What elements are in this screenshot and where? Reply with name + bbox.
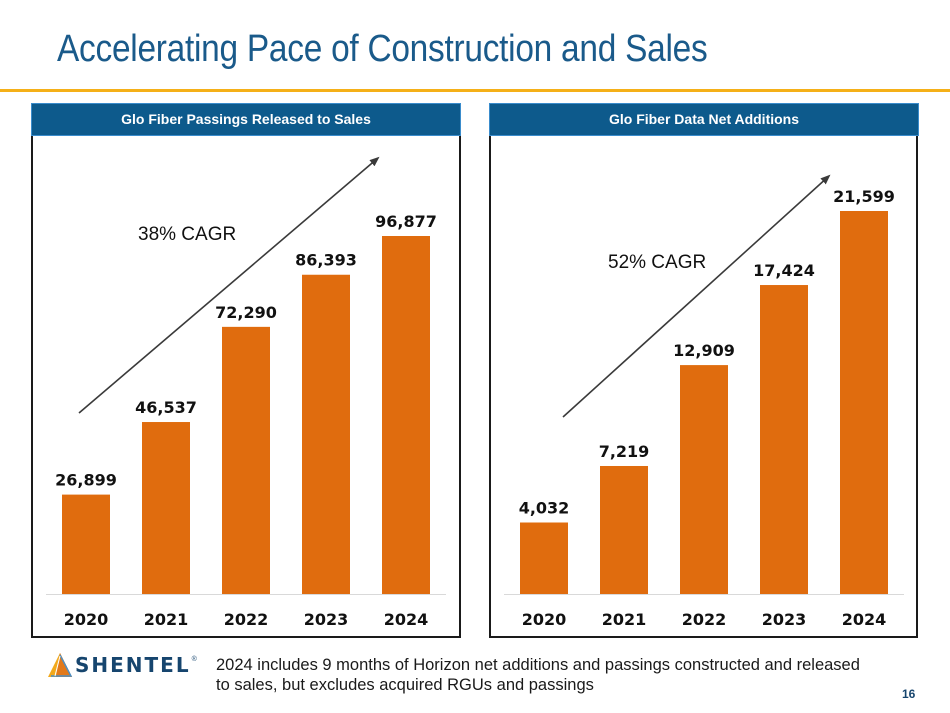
data-label-2022: 12,909 bbox=[673, 341, 735, 360]
data-label-2022: 72,290 bbox=[215, 303, 277, 322]
data-label-2021: 46,537 bbox=[135, 398, 197, 417]
cagr-annotation: 38% CAGR bbox=[138, 224, 236, 245]
cagr-annotation: 52% CAGR bbox=[608, 252, 706, 273]
x-tick-label-2020: 2020 bbox=[64, 610, 109, 629]
footnote: 2024 includes 9 months of Horizon net ad… bbox=[216, 656, 860, 694]
data-label-2020: 4,032 bbox=[519, 499, 570, 518]
x-tick-label-2020: 2020 bbox=[522, 610, 567, 629]
title-divider bbox=[0, 89, 950, 92]
bar-2024 bbox=[382, 236, 430, 594]
x-tick-label-2024: 2024 bbox=[842, 610, 887, 629]
bar-2024 bbox=[840, 211, 888, 594]
logo-registered-mark: ® bbox=[191, 655, 197, 663]
x-tick-label-2022: 2022 bbox=[224, 610, 269, 629]
x-tick-label-2021: 2021 bbox=[602, 610, 647, 629]
x-tick-label-2021: 2021 bbox=[144, 610, 189, 629]
bar-2021 bbox=[142, 422, 190, 594]
bar-2020 bbox=[62, 494, 110, 594]
left-chart-frame bbox=[31, 136, 461, 638]
cagr-trend-arrow bbox=[78, 156, 380, 414]
data-label-2023: 86,393 bbox=[295, 251, 357, 270]
bar-2023 bbox=[760, 285, 808, 594]
bar-2022 bbox=[222, 326, 270, 594]
bar-2021 bbox=[600, 465, 648, 594]
page-title: Accelerating Pace of Construction and Sa… bbox=[57, 28, 708, 70]
data-label-2020: 26,899 bbox=[55, 471, 117, 490]
data-label-2023: 17,424 bbox=[753, 261, 815, 280]
x-tick-label-2022: 2022 bbox=[682, 610, 727, 629]
shentel-triangle-icon bbox=[48, 653, 73, 677]
right-chart-frame bbox=[489, 136, 918, 638]
right-chart-header: Glo Fiber Data Net Additions bbox=[489, 103, 919, 136]
x-tick-label-2023: 2023 bbox=[304, 610, 349, 629]
x-tick-label-2024: 2024 bbox=[384, 610, 429, 629]
bar-2023 bbox=[302, 274, 350, 594]
data-label-2024: 96,877 bbox=[375, 212, 437, 231]
data-label-2024: 21,599 bbox=[833, 187, 895, 206]
cagr-trend-arrow bbox=[562, 174, 831, 418]
bar-2020 bbox=[520, 522, 568, 594]
logo-wordmark: SHENTEL bbox=[75, 653, 191, 677]
page-number: 16 bbox=[902, 687, 916, 701]
x-tick-label-2023: 2023 bbox=[762, 610, 807, 629]
data-label-2021: 7,219 bbox=[599, 442, 650, 461]
shentel-logo: SHENTEL ® bbox=[47, 652, 197, 678]
bar-2022 bbox=[680, 365, 728, 594]
left-chart-header: Glo Fiber Passings Released to Sales bbox=[31, 103, 461, 136]
